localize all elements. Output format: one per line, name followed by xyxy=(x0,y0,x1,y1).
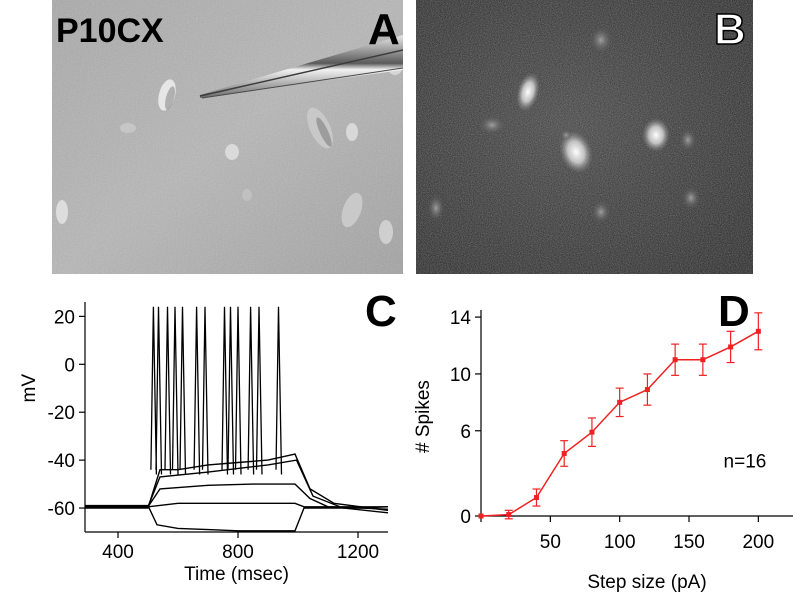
data-point xyxy=(672,357,678,363)
data-point xyxy=(700,357,706,363)
action-potential xyxy=(255,306,263,475)
action-potential xyxy=(150,306,158,475)
sample-size-annotation: n=16 xyxy=(724,452,767,473)
spike-count-line xyxy=(480,330,759,517)
data-point xyxy=(589,429,595,435)
y-tick-label-d: 0 xyxy=(460,507,471,528)
micrograph-fluorescence-image xyxy=(416,0,753,274)
y-tick-label-d: 6 xyxy=(460,422,471,443)
y-tick-label-d: 14 xyxy=(450,308,472,329)
y-tick-label-c: -40 xyxy=(48,451,75,472)
action-potential xyxy=(227,306,235,475)
x-tick-label-c: 1200 xyxy=(337,542,379,563)
x-tick-label-d: 50 xyxy=(540,532,561,553)
micrograph-dic xyxy=(52,0,403,274)
data-point xyxy=(506,512,512,518)
patch-pipette xyxy=(200,35,403,98)
micrograph-dic-image xyxy=(52,0,403,274)
data-point xyxy=(617,399,623,405)
x-tick-label-c: 800 xyxy=(222,542,254,563)
y-axis-label-c: mV xyxy=(19,374,40,403)
y-tick-label-d: 10 xyxy=(450,365,471,386)
action-potential xyxy=(171,306,179,475)
action-potential xyxy=(193,306,201,475)
x-tick-label-d: 100 xyxy=(604,532,636,553)
x-axis-label-c: Time (msec) xyxy=(184,564,289,585)
data-point xyxy=(728,344,734,350)
panel-letter-a: A xyxy=(368,5,400,54)
x-tick-label-d: 200 xyxy=(742,532,774,553)
y-tick-label-c: 20 xyxy=(54,307,75,328)
voltage-trace xyxy=(85,483,389,510)
data-point xyxy=(644,387,650,393)
action-potential xyxy=(155,306,163,475)
y-tick-label-c: -20 xyxy=(48,403,75,424)
x-tick-label-c: 400 xyxy=(102,542,134,563)
chart-spike-count: 50 100 150 200 0 6 10 14 Step size (pA) # Spikes n… xyxy=(413,308,793,593)
voltage-trace xyxy=(85,453,389,512)
x-tick-label-d: 150 xyxy=(673,532,705,553)
y-axis-label-d: # Spikes xyxy=(413,380,434,453)
data-point xyxy=(561,450,567,456)
y-tick-label-c: 0 xyxy=(64,355,75,376)
data-point xyxy=(533,495,539,501)
action-potential xyxy=(164,306,172,475)
action-potential xyxy=(275,306,283,475)
panel-letter-b: B xyxy=(713,5,746,54)
panel-letter-c: C xyxy=(365,287,397,336)
voltage-trace xyxy=(85,504,389,532)
panel-letter-d: D xyxy=(718,287,750,336)
action-potential xyxy=(247,306,255,475)
fluorescent-cells xyxy=(427,26,701,224)
action-potential xyxy=(221,306,229,475)
data-point xyxy=(478,513,484,519)
chart-membrane-potential: 400 800 1200 20 0 -20 -40 -60 Time (msec) mV xyxy=(19,302,389,585)
micrograph-fluorescence xyxy=(416,0,753,274)
sample-label: P10CX xyxy=(56,12,164,50)
action-potential xyxy=(201,306,209,475)
y-tick-label-c: -60 xyxy=(48,499,75,520)
action-potential xyxy=(179,306,187,475)
action-potential xyxy=(234,306,242,475)
data-point xyxy=(755,328,761,334)
x-axis-label-d: Step size (pA) xyxy=(587,572,706,593)
